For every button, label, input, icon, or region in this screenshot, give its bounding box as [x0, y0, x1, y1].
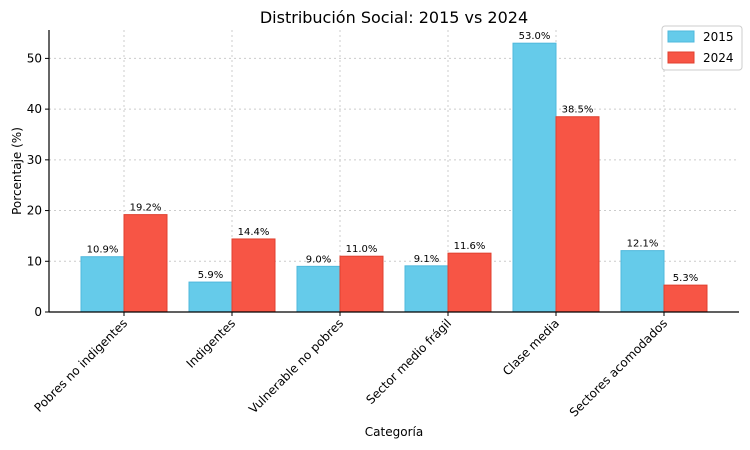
- x-tick-label: Clase media: [500, 316, 562, 378]
- chart-title: Distribución Social: 2015 vs 2024: [260, 8, 528, 27]
- axes: [48, 30, 739, 313]
- data-label-2024-2: 11.0%: [346, 244, 378, 255]
- bar-2024-0: [123, 214, 168, 313]
- data-label-2024-1: 14.4%: [238, 227, 270, 238]
- data-label-2015-1: 5.9%: [198, 270, 223, 281]
- data-label-2015-4: 53.0%: [519, 31, 551, 42]
- x-tick-label: Sectores acomodados: [567, 316, 670, 419]
- bar-2015-5: [620, 250, 665, 313]
- x-tick-label: Sector medio frágil: [363, 316, 454, 407]
- bar-2015-1: [188, 281, 233, 313]
- data-label-2024-4: 38.5%: [562, 105, 594, 116]
- y-tick-label: 50: [27, 51, 42, 65]
- y-tick-label: 30: [27, 153, 42, 167]
- y-tick-label: 0: [34, 305, 42, 319]
- y-axis-label: Porcentaje (%): [10, 127, 24, 215]
- y-tick-label: 20: [27, 204, 42, 218]
- legend-label-2015: 2015: [703, 30, 734, 44]
- bar-2015-0: [80, 256, 125, 313]
- data-label-2015-3: 9.1%: [414, 254, 439, 265]
- y-ticks: 0 10 20 30 40 50: [27, 51, 49, 319]
- bar-2024-4: [555, 116, 600, 313]
- data-label-2015-0: 10.9%: [87, 245, 119, 256]
- legend-label-2024: 2024: [703, 51, 734, 65]
- legend-swatch-2015: [667, 30, 695, 43]
- bar-2024-2: [339, 255, 384, 313]
- bar-2024-3: [447, 252, 492, 313]
- data-label-2024-5: 5.3%: [673, 273, 698, 284]
- data-label-2015-5: 12.1%: [627, 239, 659, 250]
- y-tick-label: 10: [27, 254, 42, 268]
- bar-2024-1: [231, 238, 276, 313]
- data-label-2015-2: 9.0%: [306, 254, 331, 265]
- x-ticks: Pobres no indigentes Indigentes Vulnerable…: [31, 312, 670, 420]
- data-label-2024-3: 11.6%: [454, 241, 486, 252]
- data-label-2024-0: 19.2%: [130, 203, 162, 214]
- x-axis-label: Categoría: [365, 425, 423, 439]
- x-tick-label: Indigentes: [184, 316, 238, 370]
- bar-2024-5: [663, 284, 708, 313]
- bar-2015-3: [404, 265, 449, 313]
- bar-2015-2: [296, 265, 341, 313]
- x-tick-label: Pobres no indigentes: [31, 316, 130, 415]
- y-tick-label: 40: [27, 102, 42, 116]
- bars: [80, 42, 708, 313]
- legend-swatch-2024: [667, 51, 695, 64]
- data-labels: 10.9% 5.9% 9.0% 9.1% 53.0% 12.1% 19.2% 14.4% 11.…: [87, 31, 699, 284]
- x-tick-label: Vulnerable no pobres: [246, 316, 346, 416]
- legend: 2015 2024: [661, 25, 743, 71]
- bar-2015-4: [512, 42, 557, 313]
